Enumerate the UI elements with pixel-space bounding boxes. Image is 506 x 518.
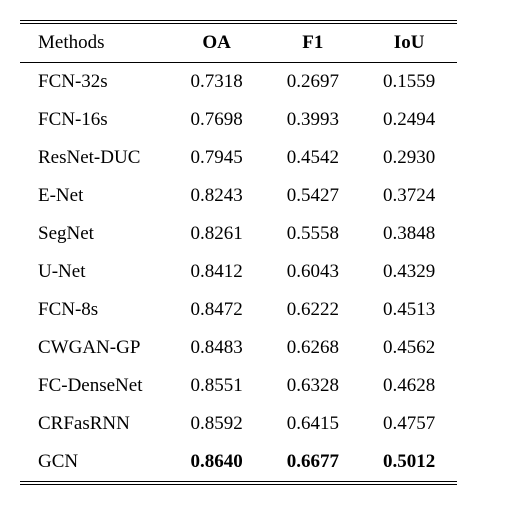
table-row: CRFasRNN0.85920.64150.4757 [20, 405, 457, 443]
cell-oa: 0.8592 [168, 405, 264, 443]
col-f1: F1 [265, 24, 361, 63]
cell-oa: 0.7698 [168, 101, 264, 139]
cell-method: SegNet [20, 215, 168, 253]
cell-f1: 0.6222 [265, 291, 361, 329]
cell-method: GCN [20, 443, 168, 481]
cell-oa: 0.8640 [168, 443, 264, 481]
col-oa: OA [168, 24, 264, 63]
cell-iou: 0.3848 [361, 215, 457, 253]
cell-iou: 0.4513 [361, 291, 457, 329]
top-rule-1 [20, 20, 457, 21]
cell-oa: 0.8243 [168, 177, 264, 215]
cell-f1: 0.5558 [265, 215, 361, 253]
cell-method: FCN-8s [20, 291, 168, 329]
bottom-rule-2 [20, 484, 457, 485]
cell-iou: 0.2930 [361, 139, 457, 177]
cell-iou: 0.4329 [361, 253, 457, 291]
cell-iou: 0.4628 [361, 367, 457, 405]
table-row: FC-DenseNet0.85510.63280.4628 [20, 367, 457, 405]
cell-f1: 0.6268 [265, 329, 361, 367]
col-methods: Methods [20, 24, 168, 63]
table-row: FCN-8s0.84720.62220.4513 [20, 291, 457, 329]
table-row: SegNet0.82610.55580.3848 [20, 215, 457, 253]
cell-iou: 0.2494 [361, 101, 457, 139]
cell-method: CRFasRNN [20, 405, 168, 443]
cell-method: CWGAN-GP [20, 329, 168, 367]
cell-f1: 0.2697 [265, 63, 361, 102]
cell-iou: 0.4562 [361, 329, 457, 367]
results-table: Methods OA F1 IoU FCN-32s0.73180.26970.1… [20, 24, 457, 481]
table-container: Methods OA F1 IoU FCN-32s0.73180.26970.1… [20, 20, 457, 485]
bottom-rule-1 [20, 481, 457, 482]
header-row: Methods OA F1 IoU [20, 24, 457, 63]
table-row: ResNet-DUC0.79450.45420.2930 [20, 139, 457, 177]
table-row: U-Net0.84120.60430.4329 [20, 253, 457, 291]
cell-f1: 0.5427 [265, 177, 361, 215]
cell-f1: 0.3993 [265, 101, 361, 139]
table-row: GCN0.86400.66770.5012 [20, 443, 457, 481]
cell-method: ResNet-DUC [20, 139, 168, 177]
cell-oa: 0.8472 [168, 291, 264, 329]
cell-method: FCN-32s [20, 63, 168, 102]
cell-oa: 0.7945 [168, 139, 264, 177]
cell-iou: 0.5012 [361, 443, 457, 481]
cell-oa: 0.8551 [168, 367, 264, 405]
cell-f1: 0.6328 [265, 367, 361, 405]
cell-f1: 0.6043 [265, 253, 361, 291]
cell-f1: 0.4542 [265, 139, 361, 177]
table-row: FCN-32s0.73180.26970.1559 [20, 63, 457, 102]
cell-f1: 0.6415 [265, 405, 361, 443]
col-iou: IoU [361, 24, 457, 63]
cell-method: U-Net [20, 253, 168, 291]
cell-oa: 0.7318 [168, 63, 264, 102]
table-body: FCN-32s0.73180.26970.1559FCN-16s0.76980.… [20, 63, 457, 482]
table-row: E-Net0.82430.54270.3724 [20, 177, 457, 215]
cell-method: FC-DenseNet [20, 367, 168, 405]
cell-f1: 0.6677 [265, 443, 361, 481]
cell-oa: 0.8483 [168, 329, 264, 367]
cell-method: E-Net [20, 177, 168, 215]
cell-oa: 0.8412 [168, 253, 264, 291]
table-row: FCN-16s0.76980.39930.2494 [20, 101, 457, 139]
cell-oa: 0.8261 [168, 215, 264, 253]
cell-iou: 0.4757 [361, 405, 457, 443]
cell-iou: 0.3724 [361, 177, 457, 215]
cell-iou: 0.1559 [361, 63, 457, 102]
table-row: CWGAN-GP0.84830.62680.4562 [20, 329, 457, 367]
cell-method: FCN-16s [20, 101, 168, 139]
